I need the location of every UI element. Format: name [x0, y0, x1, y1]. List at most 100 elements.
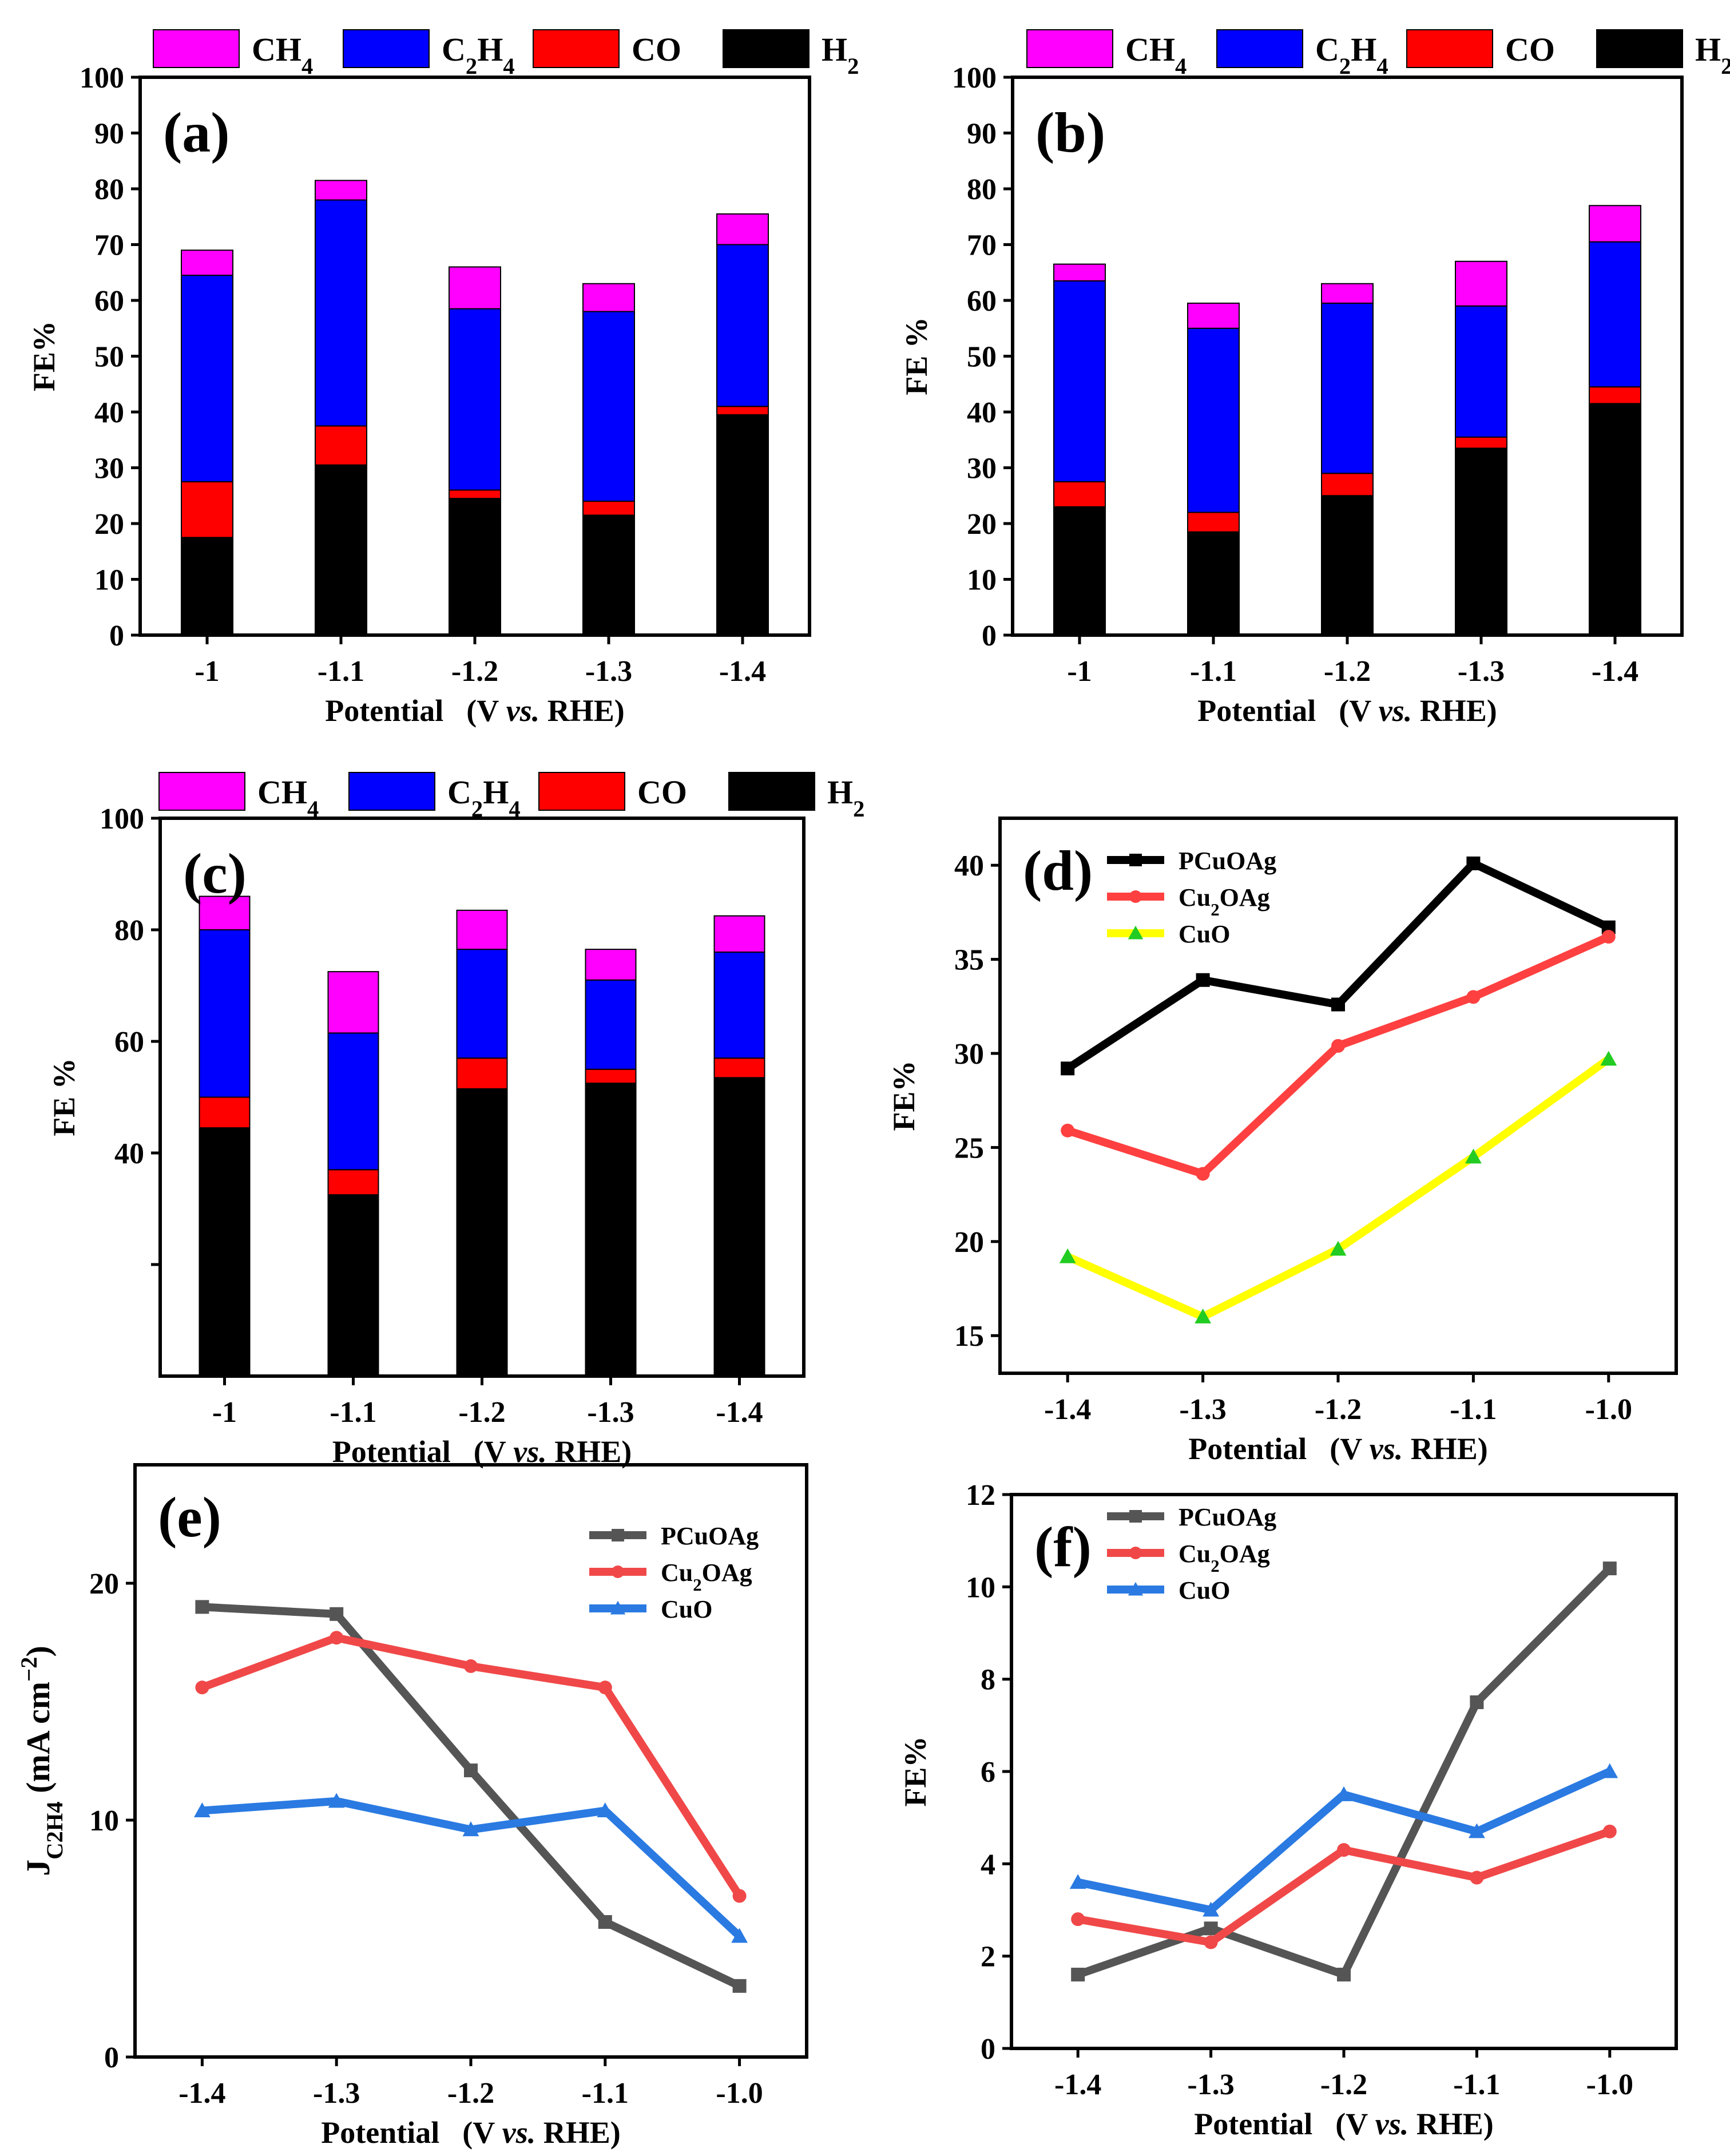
x-axis-title-italic: vs.	[1370, 1432, 1403, 1466]
y-tick-label: 8	[981, 1664, 995, 1697]
legend-label-cu2o-ag-part: Cu	[661, 1559, 693, 1587]
x-axis-title-italic: vs.	[1379, 693, 1412, 728]
data-point-cuo	[597, 1802, 614, 1817]
legend-swatch-ch4	[153, 29, 240, 68]
data-point-cu2o-ag	[1331, 1039, 1345, 1053]
y-tick-label: 30	[967, 453, 997, 485]
bar-c2h4--1.1	[315, 199, 367, 427]
legend-label-co-part: CO	[632, 31, 681, 68]
legend-label-p-cuo-ag-part: P	[661, 1522, 676, 1550]
legend-label-cu2o-ag-part: O	[1220, 883, 1239, 911]
y-axis-title: FE %	[47, 1058, 81, 1136]
x-tick-label: -1.2	[1324, 655, 1371, 688]
y-axis-title-unit: (mA cm	[19, 1682, 57, 1801]
x-axis-title-italic: vs.	[506, 693, 539, 728]
data-point-p-cuo-ag	[1196, 973, 1210, 987]
bar-c2h4--1.1	[327, 1032, 379, 1171]
legend-label-c2h4: C2H4	[1315, 31, 1388, 79]
data-point-p-cuo-ag	[1061, 1061, 1075, 1076]
data-point-p-cuo-ag	[1470, 1695, 1484, 1709]
bar-ch4--1.3	[585, 949, 637, 981]
y-tick-label: 60	[94, 285, 124, 318]
x-axis-title-italic: vs.	[1375, 2107, 1408, 2141]
x-axis-title-unit-end: RHE)	[1408, 2107, 1494, 2141]
legend-label-p-cuo-ag-part: CuO	[1194, 847, 1245, 875]
legend-label-p-cuo-ag: PCuOAg	[1179, 847, 1276, 875]
x-tick-label: -1.2	[451, 655, 498, 688]
data-point-p-cuo-ag	[195, 1600, 209, 1614]
legend-label-cuo-part: CuO	[1179, 1576, 1230, 1604]
legend-label-c2h4-part: H	[477, 31, 503, 68]
x-tick-label: -1.2	[1320, 2068, 1367, 2101]
y-tick-label: 20	[94, 508, 124, 541]
legend-label-ch4-part: CH	[1125, 31, 1175, 68]
y-tick-label: 6	[981, 1756, 995, 1789]
bar-h2--1.3	[1455, 447, 1507, 636]
legend-label-c2h4-subscript: 2	[466, 53, 477, 79]
bar-c2h4--1.3	[585, 979, 637, 1070]
y-axis-title: FE%	[27, 321, 61, 391]
data-point-cu2o-ag	[195, 1681, 209, 1695]
data-point-cu2o-ag	[1466, 990, 1481, 1004]
legend-swatch-h2	[1596, 29, 1683, 68]
y-tick-label: 80	[94, 173, 124, 206]
legend-label-cu2o-ag-part: Ag	[1239, 883, 1270, 911]
bar-co--1.4	[716, 406, 769, 415]
panel-label: (e)	[158, 1485, 221, 1549]
data-point-cuo	[1465, 1148, 1482, 1164]
y-tick-label: 0	[104, 2042, 119, 2074]
bar-ch4--1.1	[327, 971, 379, 1034]
x-axis-title-unit: (V	[462, 2115, 502, 2150]
legend-label-c2h4-subscript: 2	[471, 796, 483, 822]
x-axis-title-main: Potential	[325, 693, 443, 728]
legend-label-ch4: CH4	[252, 31, 313, 79]
legend-label-h2: H2	[1695, 31, 1730, 79]
data-point-cu2o-ag	[732, 1889, 747, 1903]
data-point-cuo	[1195, 1308, 1211, 1323]
y-axis-title: FE %	[899, 317, 934, 395]
data-point-cu2o-ag	[1204, 1935, 1218, 1949]
bar-h2--1.2	[449, 498, 501, 636]
bar-ch4--1.3	[1455, 260, 1507, 307]
legend-swatch-co	[533, 29, 620, 68]
legend-marker-cuo	[1128, 925, 1144, 940]
bar-co--1.1	[327, 1169, 379, 1196]
y-tick-label: 10	[967, 564, 997, 597]
data-point-p-cuo-ag	[1602, 1561, 1617, 1576]
data-point-cuo	[1203, 1901, 1219, 1917]
plot-frame	[998, 817, 1678, 1375]
legend-swatch-ch4	[158, 772, 245, 811]
bar-co--1.1	[1187, 512, 1240, 533]
bar-h2--1	[1053, 506, 1106, 636]
legend-label-cu2o-ag-subscript: 2	[1211, 900, 1219, 920]
legend-label-ch4-part: CH	[257, 774, 307, 811]
bar-ch4--1.3	[582, 283, 635, 312]
legend-label-cu2o-ag-part: Cu	[1179, 883, 1211, 911]
bar-ch4--1.4	[1589, 205, 1641, 243]
data-point-cu2o-ag	[1196, 1167, 1210, 1181]
legend-marker-p-cuo-ag	[1129, 1510, 1142, 1523]
panel-a: 0 10 20 30 40 50 60 70 80 90 100 -1 -1.1 -1.2 -1.3 -1.4…	[27, 29, 859, 728]
legend-label-co-part: CO	[637, 774, 687, 811]
data-point-p-cuo-ag	[1331, 997, 1345, 1012]
legend-label-h2-subscript: 2	[847, 53, 859, 79]
y-axis-title-main: J	[19, 1860, 57, 1876]
x-axis-title: Potential (V vs. RHE)	[1197, 693, 1497, 728]
legend-marker-cuo	[610, 1600, 626, 1615]
legend-label-p-cuo-ag: PCuOAg	[661, 1522, 759, 1550]
y-tick-label: 40	[114, 1138, 144, 1170]
data-point-p-cuo-ag	[330, 1607, 344, 1621]
y-tick-label: 40	[94, 397, 124, 429]
bar-h2--1.1	[327, 1194, 379, 1377]
x-axis-title-unit-end: RHE)	[535, 2115, 621, 2150]
legend-swatch-h2	[728, 772, 815, 811]
bar-co--1.3	[1455, 436, 1507, 449]
y-axis-title-close: )	[19, 1646, 57, 1656]
data-point-cu2o-ag	[1470, 1870, 1484, 1885]
x-axis-title-unit: (V	[1330, 1432, 1370, 1466]
data-point-cuo	[194, 1802, 211, 1817]
bar-h2--1.2	[1321, 495, 1374, 636]
y-tick-label: 70	[94, 229, 124, 262]
y-tick-label: 90	[94, 118, 124, 150]
y-tick-label: 100	[80, 62, 124, 94]
